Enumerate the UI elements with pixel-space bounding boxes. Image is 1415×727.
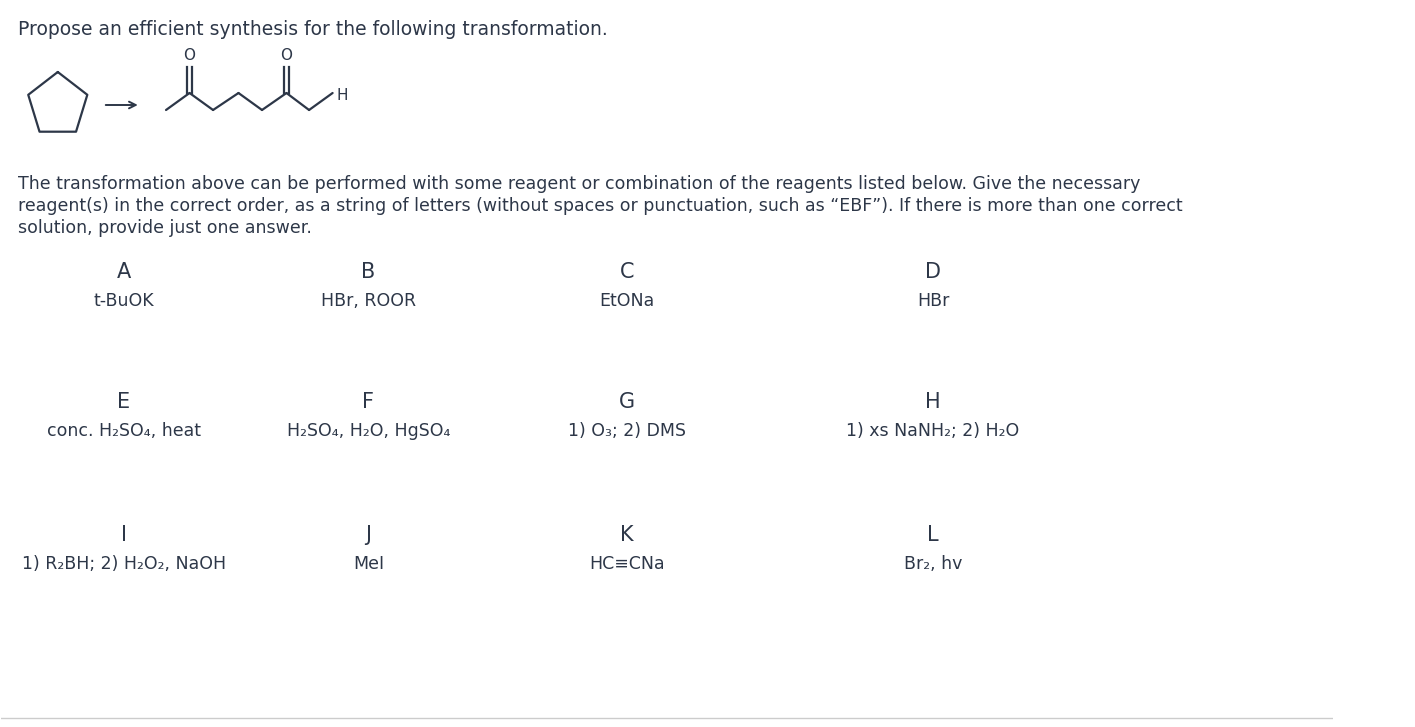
Text: H: H [337, 87, 348, 103]
Text: 1) R₂BH; 2) H₂O₂, NaOH: 1) R₂BH; 2) H₂O₂, NaOH [21, 555, 226, 573]
Text: O: O [184, 48, 195, 63]
Text: MeI: MeI [352, 555, 383, 573]
Text: Propose an efficient synthesis for the following transformation.: Propose an efficient synthesis for the f… [18, 20, 608, 39]
Text: EtONa: EtONa [600, 292, 655, 310]
Text: solution, provide just one answer.: solution, provide just one answer. [18, 219, 313, 237]
Text: O: O [280, 48, 293, 63]
Text: L: L [927, 525, 940, 545]
Text: A: A [116, 262, 130, 282]
Text: t-BuOK: t-BuOK [93, 292, 154, 310]
Text: HBr: HBr [917, 292, 949, 310]
Text: D: D [925, 262, 941, 282]
Text: Br₂, hv: Br₂, hv [904, 555, 962, 573]
Text: 1) xs NaNH₂; 2) H₂O: 1) xs NaNH₂; 2) H₂O [846, 422, 1020, 440]
Text: E: E [117, 392, 130, 412]
Text: B: B [361, 262, 375, 282]
Text: The transformation above can be performed with some reagent or combination of th: The transformation above can be performe… [18, 175, 1140, 193]
Text: reagent(s) in the correct order, as a string of letters (without spaces or punct: reagent(s) in the correct order, as a st… [18, 197, 1183, 215]
Text: H₂SO₄, H₂O, HgSO₄: H₂SO₄, H₂O, HgSO₄ [287, 422, 450, 440]
Text: I: I [120, 525, 127, 545]
Text: 1) O₃; 2) DMS: 1) O₃; 2) DMS [569, 422, 686, 440]
Text: K: K [620, 525, 634, 545]
Text: HBr, ROOR: HBr, ROOR [321, 292, 416, 310]
Text: conc. H₂SO₄, heat: conc. H₂SO₄, heat [47, 422, 201, 440]
Text: H: H [925, 392, 941, 412]
Text: HC≡CNa: HC≡CNa [590, 555, 665, 573]
Text: J: J [365, 525, 371, 545]
Text: G: G [620, 392, 635, 412]
Text: C: C [620, 262, 634, 282]
Text: F: F [362, 392, 375, 412]
